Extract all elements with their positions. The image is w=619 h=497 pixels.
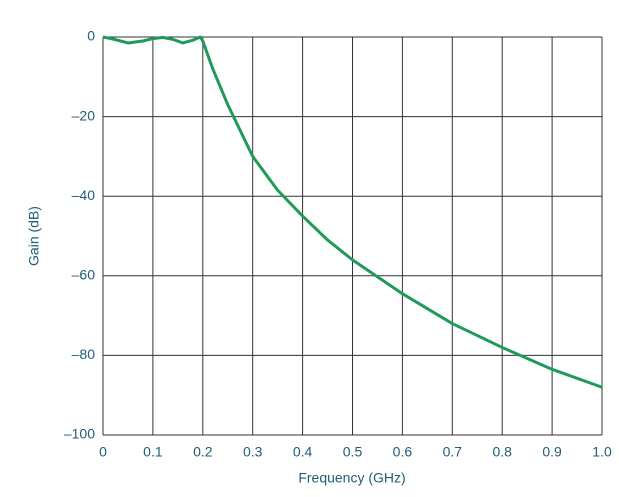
x-tick-label: 0.9 [542, 444, 562, 460]
x-tick-label: 0.5 [343, 444, 363, 460]
x-axis-label: Frequency (GHz) [298, 470, 405, 486]
y-tick-label: –40 [72, 187, 96, 203]
x-tick-label: 0.1 [143, 444, 163, 460]
y-tick-label: 0 [87, 28, 95, 44]
y-tick-label: –80 [72, 346, 96, 362]
y-tick-label: –100 [64, 426, 95, 442]
x-tick-label: 0 [99, 444, 107, 460]
x-tick-label: 0.3 [243, 444, 263, 460]
x-tick-label: 0.8 [492, 444, 512, 460]
y-tick-label: –60 [72, 267, 96, 283]
x-tick-label: 1.0 [592, 444, 612, 460]
y-axis-label: Gain (dB) [26, 206, 42, 266]
y-tick-label: –20 [72, 107, 96, 123]
x-tick-label: 0.7 [443, 444, 463, 460]
x-tick-label: 0.2 [193, 444, 213, 460]
line-series [102, 35, 603, 389]
x-tick-label: 0.6 [393, 444, 413, 460]
x-tick-label: 0.4 [293, 444, 313, 460]
